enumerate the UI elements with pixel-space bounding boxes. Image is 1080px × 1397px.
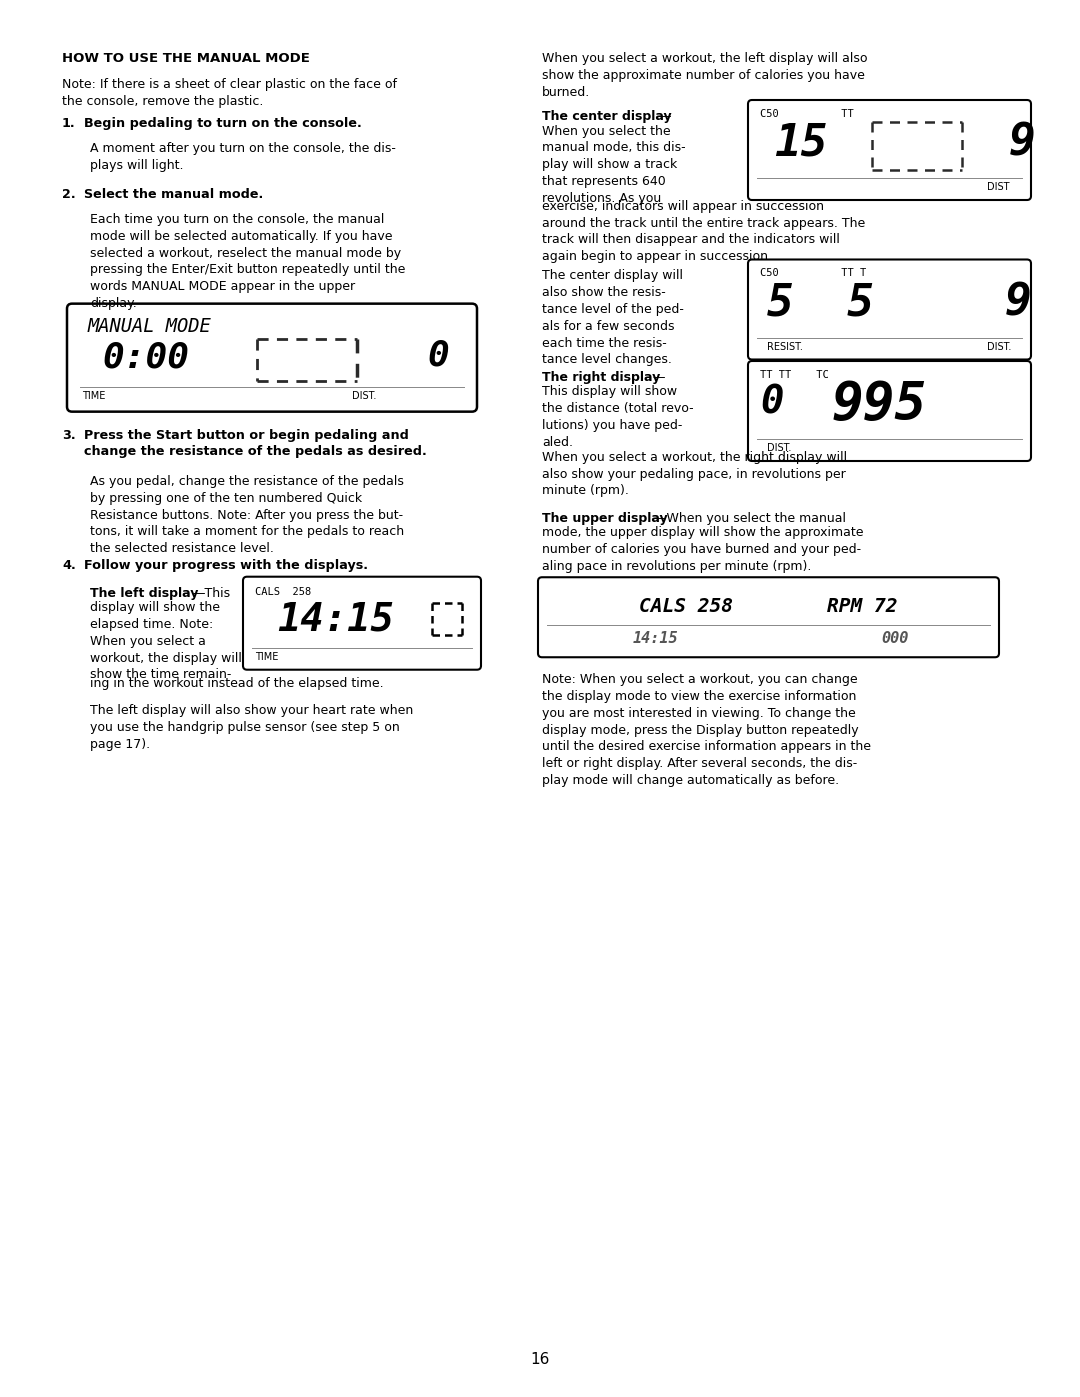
FancyBboxPatch shape <box>748 260 1031 359</box>
Text: MANUAL MODE: MANUAL MODE <box>87 317 212 335</box>
Text: Follow your progress with the displays.: Follow your progress with the displays. <box>84 559 368 573</box>
Text: mode, the upper display will show the approximate
number of calories you have bu: mode, the upper display will show the ap… <box>542 527 864 573</box>
Text: 9: 9 <box>1009 122 1036 165</box>
Text: RESIST.: RESIST. <box>767 341 802 352</box>
Text: display will show the
elapsed time. Note:
When you select a
workout, the display: display will show the elapsed time. Note… <box>90 601 242 682</box>
Text: 0:00: 0:00 <box>102 341 189 374</box>
Text: exercise, indicators will appear in succession
around the track until the entire: exercise, indicators will appear in succ… <box>542 200 865 263</box>
Text: CALS  258: CALS 258 <box>255 587 311 597</box>
Text: The right display: The right display <box>542 372 660 384</box>
Text: HOW TO USE THE MANUAL MODE: HOW TO USE THE MANUAL MODE <box>62 52 310 66</box>
Text: The center display will
also show the resis-
tance level of the ped-
als for a f: The center display will also show the re… <box>542 270 684 366</box>
Text: The left display: The left display <box>90 587 199 599</box>
Text: The upper display: The upper display <box>542 511 667 525</box>
Text: Press the Start button or begin pedaling and
change the resistance of the pedals: Press the Start button or begin pedaling… <box>84 429 427 458</box>
Text: Begin pedaling to turn on the console.: Begin pedaling to turn on the console. <box>84 117 362 130</box>
Text: Note: When you select a workout, you can change
the display mode to view the exe: Note: When you select a workout, you can… <box>542 673 870 787</box>
Text: 4.: 4. <box>62 559 76 573</box>
Text: TIME: TIME <box>255 651 279 662</box>
Text: DIST.: DIST. <box>987 341 1011 352</box>
Text: 995: 995 <box>832 379 928 432</box>
Text: As you pedal, change the resistance of the pedals
by pressing one of the ten num: As you pedal, change the resistance of t… <box>90 475 404 555</box>
FancyBboxPatch shape <box>748 101 1031 200</box>
Text: TIME: TIME <box>82 391 106 401</box>
Text: 14:15: 14:15 <box>276 601 394 638</box>
FancyBboxPatch shape <box>243 577 481 669</box>
Text: Note: If there is a sheet of clear plastic on the face of
the console, remove th: Note: If there is a sheet of clear plast… <box>62 78 397 108</box>
Text: 3.: 3. <box>62 429 76 441</box>
Text: Each time you turn on the console, the manual
mode will be selected automaticall: Each time you turn on the console, the m… <box>90 212 405 310</box>
Text: When you select a workout, the right display will
also show your pedaling pace, : When you select a workout, the right dis… <box>542 451 847 497</box>
Text: 0: 0 <box>760 383 783 420</box>
Text: C50          TT T: C50 TT T <box>760 268 866 278</box>
Text: DIST.: DIST. <box>767 443 792 453</box>
Text: When you select a workout, the left display will also
show the approximate numbe: When you select a workout, the left disp… <box>542 52 867 99</box>
Text: When you select the
manual mode, this dis-
play will show a track
that represent: When you select the manual mode, this di… <box>542 124 686 205</box>
Text: C50          TT: C50 TT <box>760 109 854 119</box>
Text: 14:15: 14:15 <box>633 631 678 647</box>
Text: 5  5: 5 5 <box>767 282 874 324</box>
FancyBboxPatch shape <box>538 577 999 657</box>
Text: —This: —This <box>192 587 230 599</box>
Text: CALS 258        RPM 72: CALS 258 RPM 72 <box>639 598 897 616</box>
Text: Select the manual mode.: Select the manual mode. <box>84 189 264 201</box>
Text: ing in the workout instead of the elapsed time.: ing in the workout instead of the elapse… <box>90 676 383 690</box>
Text: DIST: DIST <box>987 182 1010 191</box>
Text: This display will show
the distance (total revo-
lutions) you have ped-
aled.: This display will show the distance (tot… <box>542 386 693 448</box>
Text: 0: 0 <box>427 338 449 373</box>
Text: DIST.: DIST. <box>352 391 376 401</box>
Text: The left display will also show your heart rate when
you use the handgrip pulse : The left display will also show your hea… <box>90 704 414 750</box>
Text: 2.: 2. <box>62 189 76 201</box>
Text: The center display: The center display <box>542 110 672 123</box>
FancyBboxPatch shape <box>67 303 477 412</box>
Text: 9: 9 <box>1005 282 1031 324</box>
Text: 15: 15 <box>774 122 827 165</box>
Text: 16: 16 <box>530 1352 550 1368</box>
Text: A moment after you turn on the console, the dis-
plays will light.: A moment after you turn on the console, … <box>90 142 396 172</box>
Text: —When you select the manual: —When you select the manual <box>654 511 846 525</box>
Text: —: — <box>652 372 664 384</box>
Text: TT TT    TC: TT TT TC <box>760 370 828 380</box>
FancyBboxPatch shape <box>748 360 1031 461</box>
Text: —: — <box>658 110 671 123</box>
Text: 000: 000 <box>881 631 909 647</box>
Text: 1.: 1. <box>62 117 76 130</box>
